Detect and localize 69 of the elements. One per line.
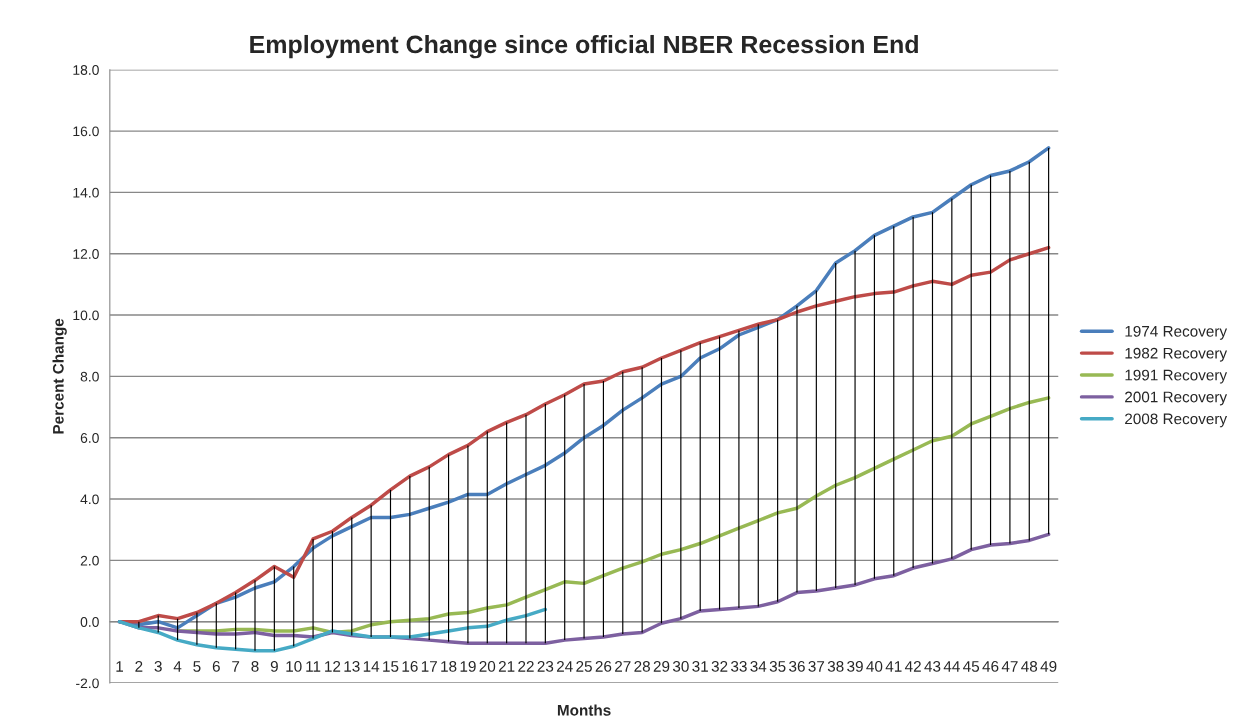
x-tick-label: 35 — [769, 661, 786, 672]
x-tick-label: 39 — [847, 661, 863, 672]
x-tick-label: 37 — [808, 661, 825, 672]
x-tick-label: 19 — [460, 661, 476, 672]
y-tick-label: 12.0 — [73, 249, 99, 259]
x-tick-label: 30 — [672, 661, 689, 672]
x-tick-label: 24 — [556, 661, 573, 672]
x-tick-label: 12 — [325, 661, 341, 672]
x-tick-label: 27 — [615, 661, 631, 672]
x-tick-label: 41 — [885, 661, 902, 672]
legend-label: 2008 Recovery — [1125, 413, 1228, 428]
y-tick-label: 18.0 — [73, 65, 99, 75]
x-tick-label: 11 — [306, 661, 321, 672]
y-tick-label: 2.0 — [80, 555, 99, 566]
x-tick-label: 25 — [576, 661, 592, 672]
x-tick-label: 43 — [924, 661, 941, 672]
chart-title: Employment Change since official NBER Recession End — [250, 34, 918, 59]
y-tick-label: 14.0 — [73, 187, 99, 198]
legend-label: 2001 Recovery — [1125, 391, 1228, 406]
x-tick-label: 38 — [827, 661, 844, 672]
y-tick-label: -2.0 — [76, 678, 99, 689]
x-tick-label: 40 — [866, 661, 883, 672]
x-tick-label: 32 — [711, 661, 728, 672]
x-tick-label: 1 — [116, 661, 124, 672]
x-tick-label: 28 — [634, 661, 650, 672]
x-tick-label: 8 — [251, 661, 259, 672]
x-tick-label: 14 — [363, 661, 380, 672]
x-tick-label: 47 — [1001, 661, 1018, 672]
x-tick-label: 22 — [518, 661, 534, 672]
legend-label: 1991 Recovery — [1125, 369, 1228, 384]
x-tick-label: 26 — [595, 661, 612, 672]
x-tick-label: 10 — [286, 661, 302, 672]
x-tick-label: 21 — [498, 661, 515, 672]
x-tick-label: 17 — [421, 661, 437, 672]
x-tick-label: 15 — [383, 661, 399, 672]
x-tick-label: 6 — [212, 661, 220, 672]
x-tick-label: 16 — [402, 661, 418, 672]
legend-label: 1974 Recovery — [1125, 325, 1228, 340]
x-tick-label: 7 — [232, 661, 240, 672]
y-tick-label: 6.0 — [80, 433, 99, 443]
x-tick-label: 36 — [789, 661, 805, 672]
x-tick-label: 31 — [692, 661, 708, 672]
x-tick-label: 20 — [479, 661, 496, 672]
x-tick-label: 49 — [1040, 661, 1057, 672]
x-axis-title: Months — [557, 704, 611, 716]
x-tick-label: 13 — [344, 661, 360, 672]
y-tick-label: 16.0 — [73, 126, 99, 137]
x-tick-label: 48 — [1021, 661, 1038, 672]
x-tick-label: 46 — [982, 661, 999, 672]
y-tick-label: 0.0 — [80, 617, 99, 627]
x-tick-label: 23 — [537, 661, 554, 672]
x-tick-label: 34 — [750, 661, 767, 672]
y-tick-label: 10.0 — [73, 310, 99, 321]
x-tick-label: 42 — [904, 661, 921, 672]
x-tick-label: 9 — [270, 661, 278, 672]
y-tick-label: 4.0 — [80, 494, 99, 505]
y-tick-label: 8.0 — [80, 371, 99, 382]
x-tick-label: 18 — [441, 661, 457, 672]
line-series — [117, 607, 548, 653]
x-tick-label: 29 — [653, 661, 670, 672]
y-axis-title: Percent Change — [52, 318, 67, 434]
x-tick-label: 2 — [135, 661, 143, 672]
x-tick-label: 44 — [943, 661, 960, 672]
x-tick-label: 33 — [731, 661, 747, 672]
x-tick-label: 3 — [154, 661, 162, 672]
x-tick-label: 5 — [193, 661, 201, 672]
x-tick-label: 45 — [963, 661, 980, 672]
x-tick-label: 4 — [173, 661, 182, 672]
legend-label: 1982 Recovery — [1125, 347, 1228, 362]
